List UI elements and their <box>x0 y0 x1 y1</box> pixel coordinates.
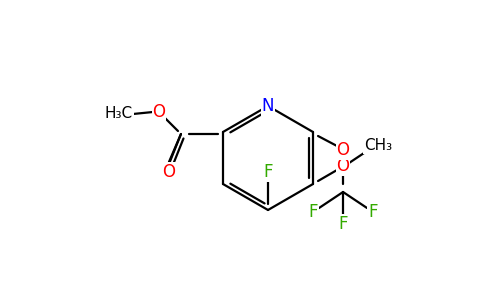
Text: O: O <box>163 163 176 181</box>
Text: O: O <box>336 157 349 175</box>
Text: O: O <box>336 141 349 159</box>
Text: F: F <box>338 215 348 233</box>
Text: H₃C: H₃C <box>105 106 133 122</box>
Text: O: O <box>152 103 166 121</box>
Text: N: N <box>262 97 274 115</box>
Text: F: F <box>368 203 378 221</box>
Text: F: F <box>308 203 318 221</box>
Text: F: F <box>263 163 273 181</box>
Text: CH₃: CH₃ <box>364 139 392 154</box>
